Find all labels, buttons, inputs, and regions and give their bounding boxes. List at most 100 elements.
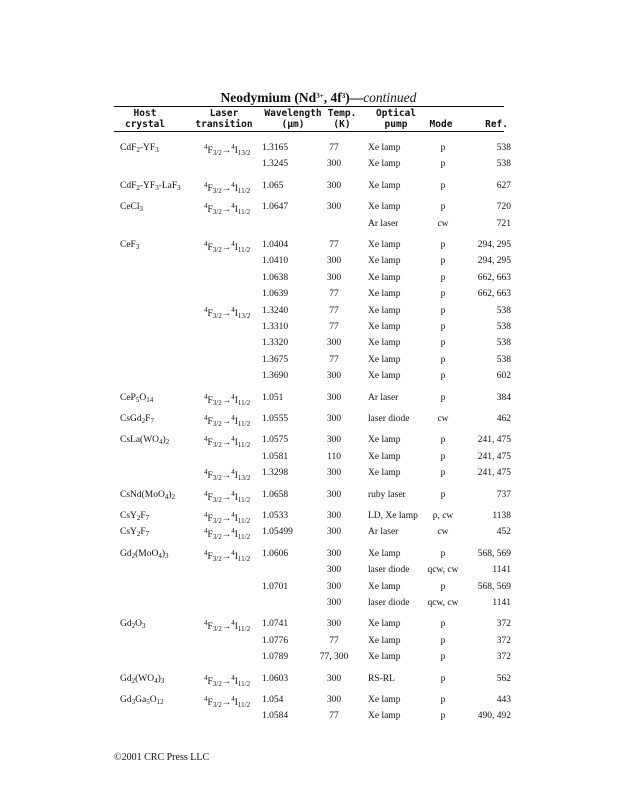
cell-pump: Xe lamp — [368, 581, 401, 592]
cell-mode: p — [440, 652, 446, 663]
cell-mode: p — [440, 305, 446, 316]
table-row: 300 laser diode qcw, cw 1141 — [0, 598, 617, 614]
title-element: Neodymium — [220, 90, 292, 105]
cell-mode: p — [440, 338, 446, 349]
cell-wavelength: 1.0533 — [262, 511, 289, 521]
cell-mode: p — [440, 354, 446, 365]
cell-temperature: 77 — [329, 240, 339, 250]
cell-host: CsY2F7 — [120, 527, 150, 539]
cell-transition: 4F3/2→4I11/2 — [204, 619, 251, 634]
cell-pump: laser diode — [368, 565, 410, 576]
cell-wavelength: 1.0638 — [262, 272, 289, 283]
cell-pump: Xe lamp — [368, 305, 401, 316]
cell-mode: p — [440, 673, 446, 684]
cell-temperature: 300 — [326, 202, 342, 213]
cell-mode: p — [440, 451, 446, 462]
cell-transition: 4F3/2→4I11/2 — [204, 511, 251, 525]
table-row: 1.0789 77, 300 Xe lamp p 372 — [0, 652, 617, 668]
cell-wavelength: 1.0741 — [262, 619, 289, 630]
cell-transition: 4F3/2→4I13/2 — [204, 305, 251, 320]
cell-temperature: 300 — [326, 673, 342, 684]
cell-temperature: 300 — [326, 511, 342, 521]
cell-pump: Xe lamp — [368, 322, 401, 332]
table-row: CeP5O14 4F3/2→4I11/2 1.051 300 Ar laser p 384 — [0, 393, 617, 409]
table-row: CdF2-YF3-LaF3 4F3/2→4I11/2 1.065 300 Xe lamp… — [0, 181, 617, 197]
cell-reference: 452 — [496, 527, 511, 538]
cell-reference: 241, 475 — [477, 451, 511, 462]
cell-wavelength: 1.0639 — [262, 289, 289, 300]
cell-host: CsLa(WO4)2 — [120, 435, 170, 447]
cell-mode: p — [440, 619, 446, 630]
cell-pump: Xe lamp — [368, 289, 401, 300]
cell-pump: Xe lamp — [368, 256, 401, 267]
cell-wavelength: 1.3165 — [262, 143, 289, 153]
cell-temperature: 300 — [326, 435, 342, 446]
cell-transition: 4F3/2→4I11/2 — [204, 435, 251, 450]
cell-wavelength: 1.0658 — [262, 489, 289, 500]
cell-pump: Xe lamp — [368, 652, 401, 663]
cell-transition: 4F3/2→4I11/2 — [204, 180, 251, 195]
cell-temperature: 300 — [326, 371, 342, 382]
cell-reference: 294, 295 — [477, 256, 511, 267]
cell-transition: 4F3/2→4I13/2 — [204, 143, 251, 157]
cell-transition: 4F3/2→4I11/2 — [204, 548, 251, 563]
cell-host: CeCl3 — [120, 202, 144, 214]
cell-pump: Xe lamp — [368, 159, 401, 170]
cell-host: CeP5O14 — [120, 392, 154, 404]
cell-wavelength: 1.065 — [262, 180, 284, 191]
cell-reference: 721 — [496, 218, 511, 229]
cell-temperature: 77 — [329, 354, 339, 365]
table-row: 300 laser diode qcw, cw 1141 — [0, 565, 617, 581]
table-row: CdF2-YF3 4F3/2→4I13/2 1.3165 77 Xe lamp p 538 — [0, 143, 617, 159]
cell-wavelength: 1.0581 — [262, 451, 289, 462]
cell-wavelength: 1.3245 — [262, 159, 289, 170]
header-temperature: Temp. (K) — [327, 108, 357, 130]
cell-temperature: 300 — [326, 159, 342, 170]
cell-pump: Xe lamp — [368, 354, 401, 365]
table-row: 1.0701 300 Xe lamp p 568, 569 — [0, 582, 617, 598]
cell-mode: p — [440, 711, 446, 722]
cell-transition: 4F3/2→4I11/2 — [204, 414, 251, 428]
cell-mode: p — [440, 371, 446, 382]
cell-mode: p — [440, 256, 446, 267]
cell-temperature: 300 — [326, 256, 342, 267]
cell-host: CsY2F7 — [120, 511, 150, 522]
cell-pump: Xe lamp — [368, 468, 401, 479]
cell-reference: 602 — [496, 371, 511, 382]
cell-mode: p — [440, 548, 446, 559]
header-wavelength: Wavelength (µm) — [264, 108, 322, 130]
cell-transition: 4F3/2→4I11/2 — [204, 392, 251, 407]
cell-mode: p — [440, 392, 446, 403]
cell-mode: p — [440, 435, 446, 446]
cell-mode: p — [440, 272, 446, 283]
cell-mode: p — [440, 202, 446, 213]
cell-reference: 241, 475 — [477, 468, 511, 479]
cell-reference: 241, 475 — [477, 435, 511, 446]
cell-pump: Xe lamp — [368, 548, 401, 559]
header-laser-transition: Laser transition — [195, 108, 253, 130]
table-row: 1.3675 77 Xe lamp p 538 — [0, 355, 617, 371]
cell-reference: 538 — [496, 338, 511, 349]
cell-transition: 4F3/2→4I11/2 — [204, 695, 251, 709]
cell-temperature: 300 — [326, 527, 342, 538]
table-row: 1.3245 300 Xe lamp p 538 — [0, 159, 617, 175]
cell-reference: 538 — [496, 159, 511, 170]
table-row: 1.3320 300 Xe lamp p 538 — [0, 338, 617, 354]
title-config: 4f3 — [330, 90, 346, 105]
cell-pump: Xe lamp — [368, 338, 401, 349]
cell-reference: 462 — [496, 414, 511, 424]
table-row: 1.0639 77 Xe lamp p 662, 663 — [0, 289, 617, 305]
cell-wavelength: 1.3690 — [262, 371, 289, 382]
cell-reference: 720 — [496, 202, 511, 213]
cell-reference: 538 — [496, 305, 511, 316]
header-host-crystal: Host crystal — [124, 108, 166, 130]
cell-wavelength: 1.0776 — [262, 635, 289, 646]
cell-host: Gd2(WO4)3 — [120, 673, 165, 685]
cell-mode: p — [440, 468, 446, 479]
cell-temperature: 300 — [326, 272, 342, 283]
table-row: 1.3310 77 Xe lamp p 538 — [0, 322, 617, 338]
cell-wavelength: 1.0555 — [262, 414, 289, 424]
cell-reference: 372 — [496, 619, 511, 630]
cell-mode: p — [440, 180, 446, 191]
table-row: 1.0581 110 Xe lamp p 241, 475 — [0, 452, 617, 468]
